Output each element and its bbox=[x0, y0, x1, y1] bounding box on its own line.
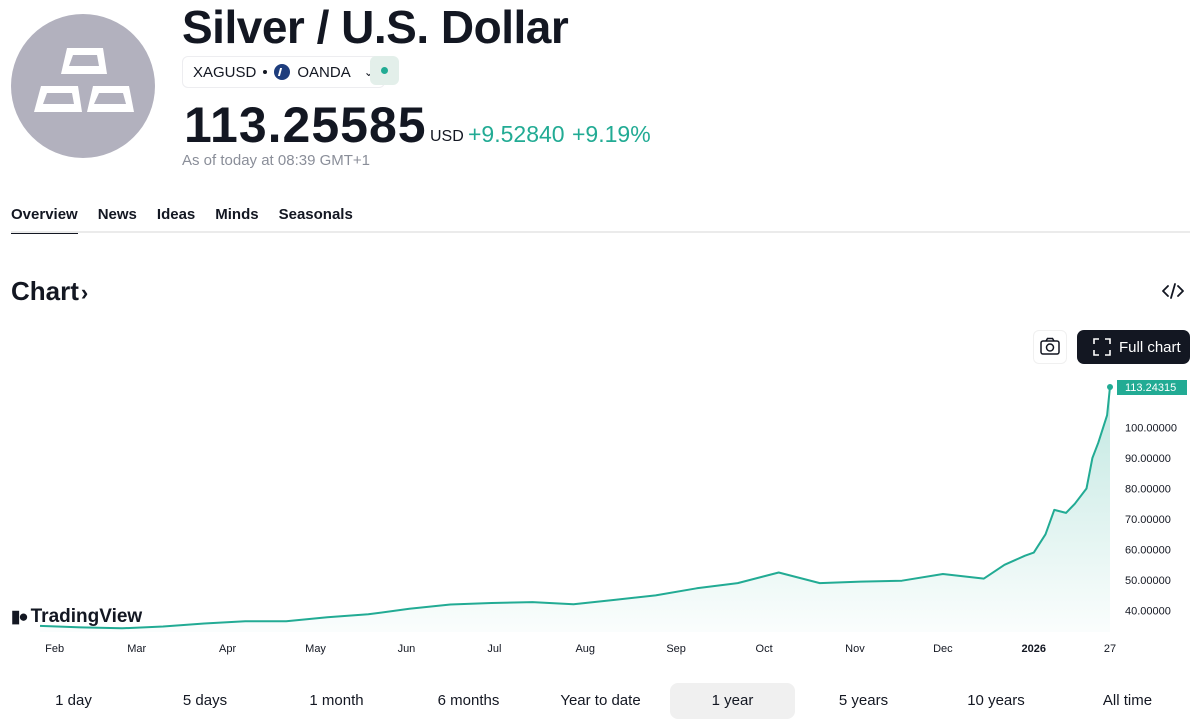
data-point bbox=[1107, 384, 1113, 390]
embed-code-icon[interactable] bbox=[1162, 282, 1184, 300]
tradingview-brand: TradingView bbox=[30, 606, 143, 627]
market-open-dot-icon bbox=[381, 67, 388, 74]
chart-section-heading[interactable]: Chart› bbox=[11, 276, 88, 307]
x-tick-label: Aug bbox=[575, 643, 595, 655]
chevron-right-icon: › bbox=[80, 280, 89, 305]
last-price: 113.25585 bbox=[184, 97, 427, 153]
x-tick-label: Dec bbox=[933, 643, 953, 655]
period-selector: 1 day 5 days 1 month 6 months Year to da… bbox=[0, 683, 1200, 721]
y-tick-label: 40.00000 bbox=[1125, 606, 1171, 618]
price-change-percent: +9.19% bbox=[572, 121, 651, 147]
tab-news[interactable]: News bbox=[97, 206, 137, 223]
x-tick-label: May bbox=[305, 643, 326, 655]
symbol-exchange-selector[interactable]: XAGUSD OANDA ⌄ bbox=[182, 56, 385, 88]
page-title: Silver / U.S. Dollar bbox=[182, 1, 569, 53]
snapshot-button[interactable] bbox=[1033, 330, 1067, 364]
tab-ideas[interactable]: Ideas bbox=[156, 206, 196, 223]
y-tick-label: 70.00000 bbox=[1125, 514, 1171, 526]
period-1-month[interactable]: 1 month bbox=[309, 692, 364, 709]
period-1-year[interactable]: 1 year bbox=[670, 683, 795, 719]
full-chart-label: Full chart bbox=[1119, 338, 1181, 356]
tradingview-mark-icon: ▮● bbox=[11, 607, 29, 626]
x-tick-label: Sep bbox=[666, 643, 686, 655]
x-tick-label: Oct bbox=[756, 643, 773, 655]
page-tabs: Overview News Ideas Minds Seasonals bbox=[11, 206, 353, 234]
price-area-fill bbox=[40, 387, 1110, 632]
tab-minds[interactable]: Minds bbox=[215, 206, 259, 223]
x-tick-label: Apr bbox=[219, 643, 236, 655]
x-tick-label: 27 bbox=[1104, 643, 1116, 655]
period-year-to-date[interactable]: Year to date bbox=[560, 692, 641, 709]
chevron-down-icon: ⌄ bbox=[363, 65, 374, 79]
price-currency: USD bbox=[430, 128, 464, 145]
period-10-years[interactable]: 10 years bbox=[967, 692, 1025, 709]
period-5-days[interactable]: 5 days bbox=[182, 692, 228, 709]
last-value-label: 113.24315 bbox=[1125, 382, 1176, 394]
period-5-years[interactable]: 5 years bbox=[838, 692, 889, 709]
x-tick-label: Feb bbox=[45, 643, 64, 655]
tabs-divider bbox=[11, 231, 1190, 233]
market-status-button[interactable] bbox=[370, 56, 399, 85]
y-tick-label: 100.00000 bbox=[1125, 422, 1177, 434]
tab-seasonals[interactable]: Seasonals bbox=[278, 206, 353, 223]
y-tick-label: 60.00000 bbox=[1125, 545, 1171, 557]
x-tick-label: Jun bbox=[398, 643, 416, 655]
x-tick-label: Mar bbox=[127, 643, 146, 655]
price-chart[interactable]: 40.00000 50.00000 60.00000 70.00000 80.00000… bbox=[0, 370, 1200, 665]
price-timestamp: As of today at 08:39 GMT+1 bbox=[182, 152, 371, 169]
period-6-months[interactable]: 6 months bbox=[437, 692, 500, 709]
last-value-badge bbox=[1117, 380, 1187, 395]
expand-icon bbox=[1093, 338, 1111, 356]
x-tick-label: Jul bbox=[487, 643, 501, 655]
tab-overview[interactable]: Overview bbox=[11, 206, 78, 234]
symbol-code: XAGUSD bbox=[193, 63, 257, 81]
separator-dot bbox=[263, 70, 268, 74]
y-tick-label: 90.00000 bbox=[1125, 453, 1171, 465]
price-line bbox=[39, 386, 1111, 630]
y-tick-label: 50.00000 bbox=[1125, 575, 1171, 587]
x-tick-label: 2026 bbox=[1022, 643, 1046, 655]
exchange-name: OANDA bbox=[297, 63, 351, 81]
camera-icon bbox=[1040, 337, 1060, 355]
silver-bars-icon bbox=[34, 48, 134, 112]
x-tick-label: Nov bbox=[845, 643, 865, 655]
tradingview-logo[interactable]: ▮● TradingView bbox=[11, 606, 142, 628]
chart-heading-label: Chart bbox=[11, 276, 79, 306]
period-all-time[interactable]: All time bbox=[1102, 692, 1153, 709]
price-change: +9.52840 bbox=[468, 121, 565, 147]
period-1-day[interactable]: 1 day bbox=[55, 692, 92, 709]
oanda-icon bbox=[274, 64, 291, 80]
full-chart-button[interactable]: Full chart bbox=[1077, 330, 1190, 364]
symbol-logo bbox=[11, 14, 155, 158]
y-tick-label: 80.00000 bbox=[1125, 483, 1171, 495]
